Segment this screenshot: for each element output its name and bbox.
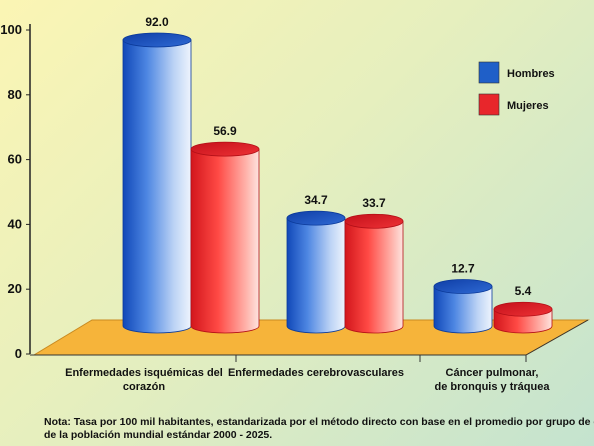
bar-body [344, 220, 404, 334]
legend-swatch-hombres [478, 61, 500, 84]
bar-hombres-0 [122, 32, 192, 334]
data-label: 33.7 [362, 196, 386, 210]
data-label: 12.7 [451, 262, 475, 276]
bar-top [122, 32, 192, 48]
bar-hombres-2 [433, 279, 493, 334]
bar-body [190, 148, 260, 334]
bar-mujeres-0 [190, 141, 260, 334]
data-label: 92.0 [145, 15, 169, 29]
y-tick-label: 60 [8, 152, 22, 167]
bar-mujeres-1 [344, 213, 404, 334]
legend-label-mujeres: Mujeres [507, 100, 549, 112]
bar-mujeres-2 [493, 301, 553, 334]
bar-body [433, 286, 493, 334]
category-label: de bronquis y tráquea [435, 381, 551, 393]
bar-top [493, 301, 553, 317]
y-tick-label: 80 [8, 87, 22, 102]
category-label: Cáncer pulmonar, [446, 367, 539, 379]
category-label: Enfermedades isquémicas del [65, 367, 223, 379]
bar-top [344, 213, 404, 229]
bar-body [286, 217, 346, 334]
y-tick-label: 40 [8, 216, 22, 231]
y-tick-label: 100 [0, 22, 22, 37]
note-line: de la población mundial estándar 2000 - … [44, 429, 272, 441]
legend-label-hombres: Hombres [507, 68, 555, 80]
bar-top [433, 279, 493, 294]
bar-hombres-1 [286, 210, 346, 334]
data-label: 56.9 [213, 124, 237, 138]
y-tick-label: 20 [8, 281, 22, 296]
y-tick-label: 0 [15, 346, 22, 361]
data-label: 5.4 [515, 284, 532, 298]
category-label: corazón [123, 381, 165, 393]
note-line: Nota: Tasa por 100 mil habitantes, estan… [44, 416, 594, 428]
legend-swatch-mujeres [478, 93, 500, 116]
bar-top [286, 210, 346, 226]
floor-right-edge [525, 319, 589, 356]
category-label: Enfermedades cerebrovasculares [228, 367, 404, 379]
bar-body [122, 39, 192, 334]
data-label: 34.7 [304, 193, 328, 207]
bar-top [190, 141, 260, 157]
